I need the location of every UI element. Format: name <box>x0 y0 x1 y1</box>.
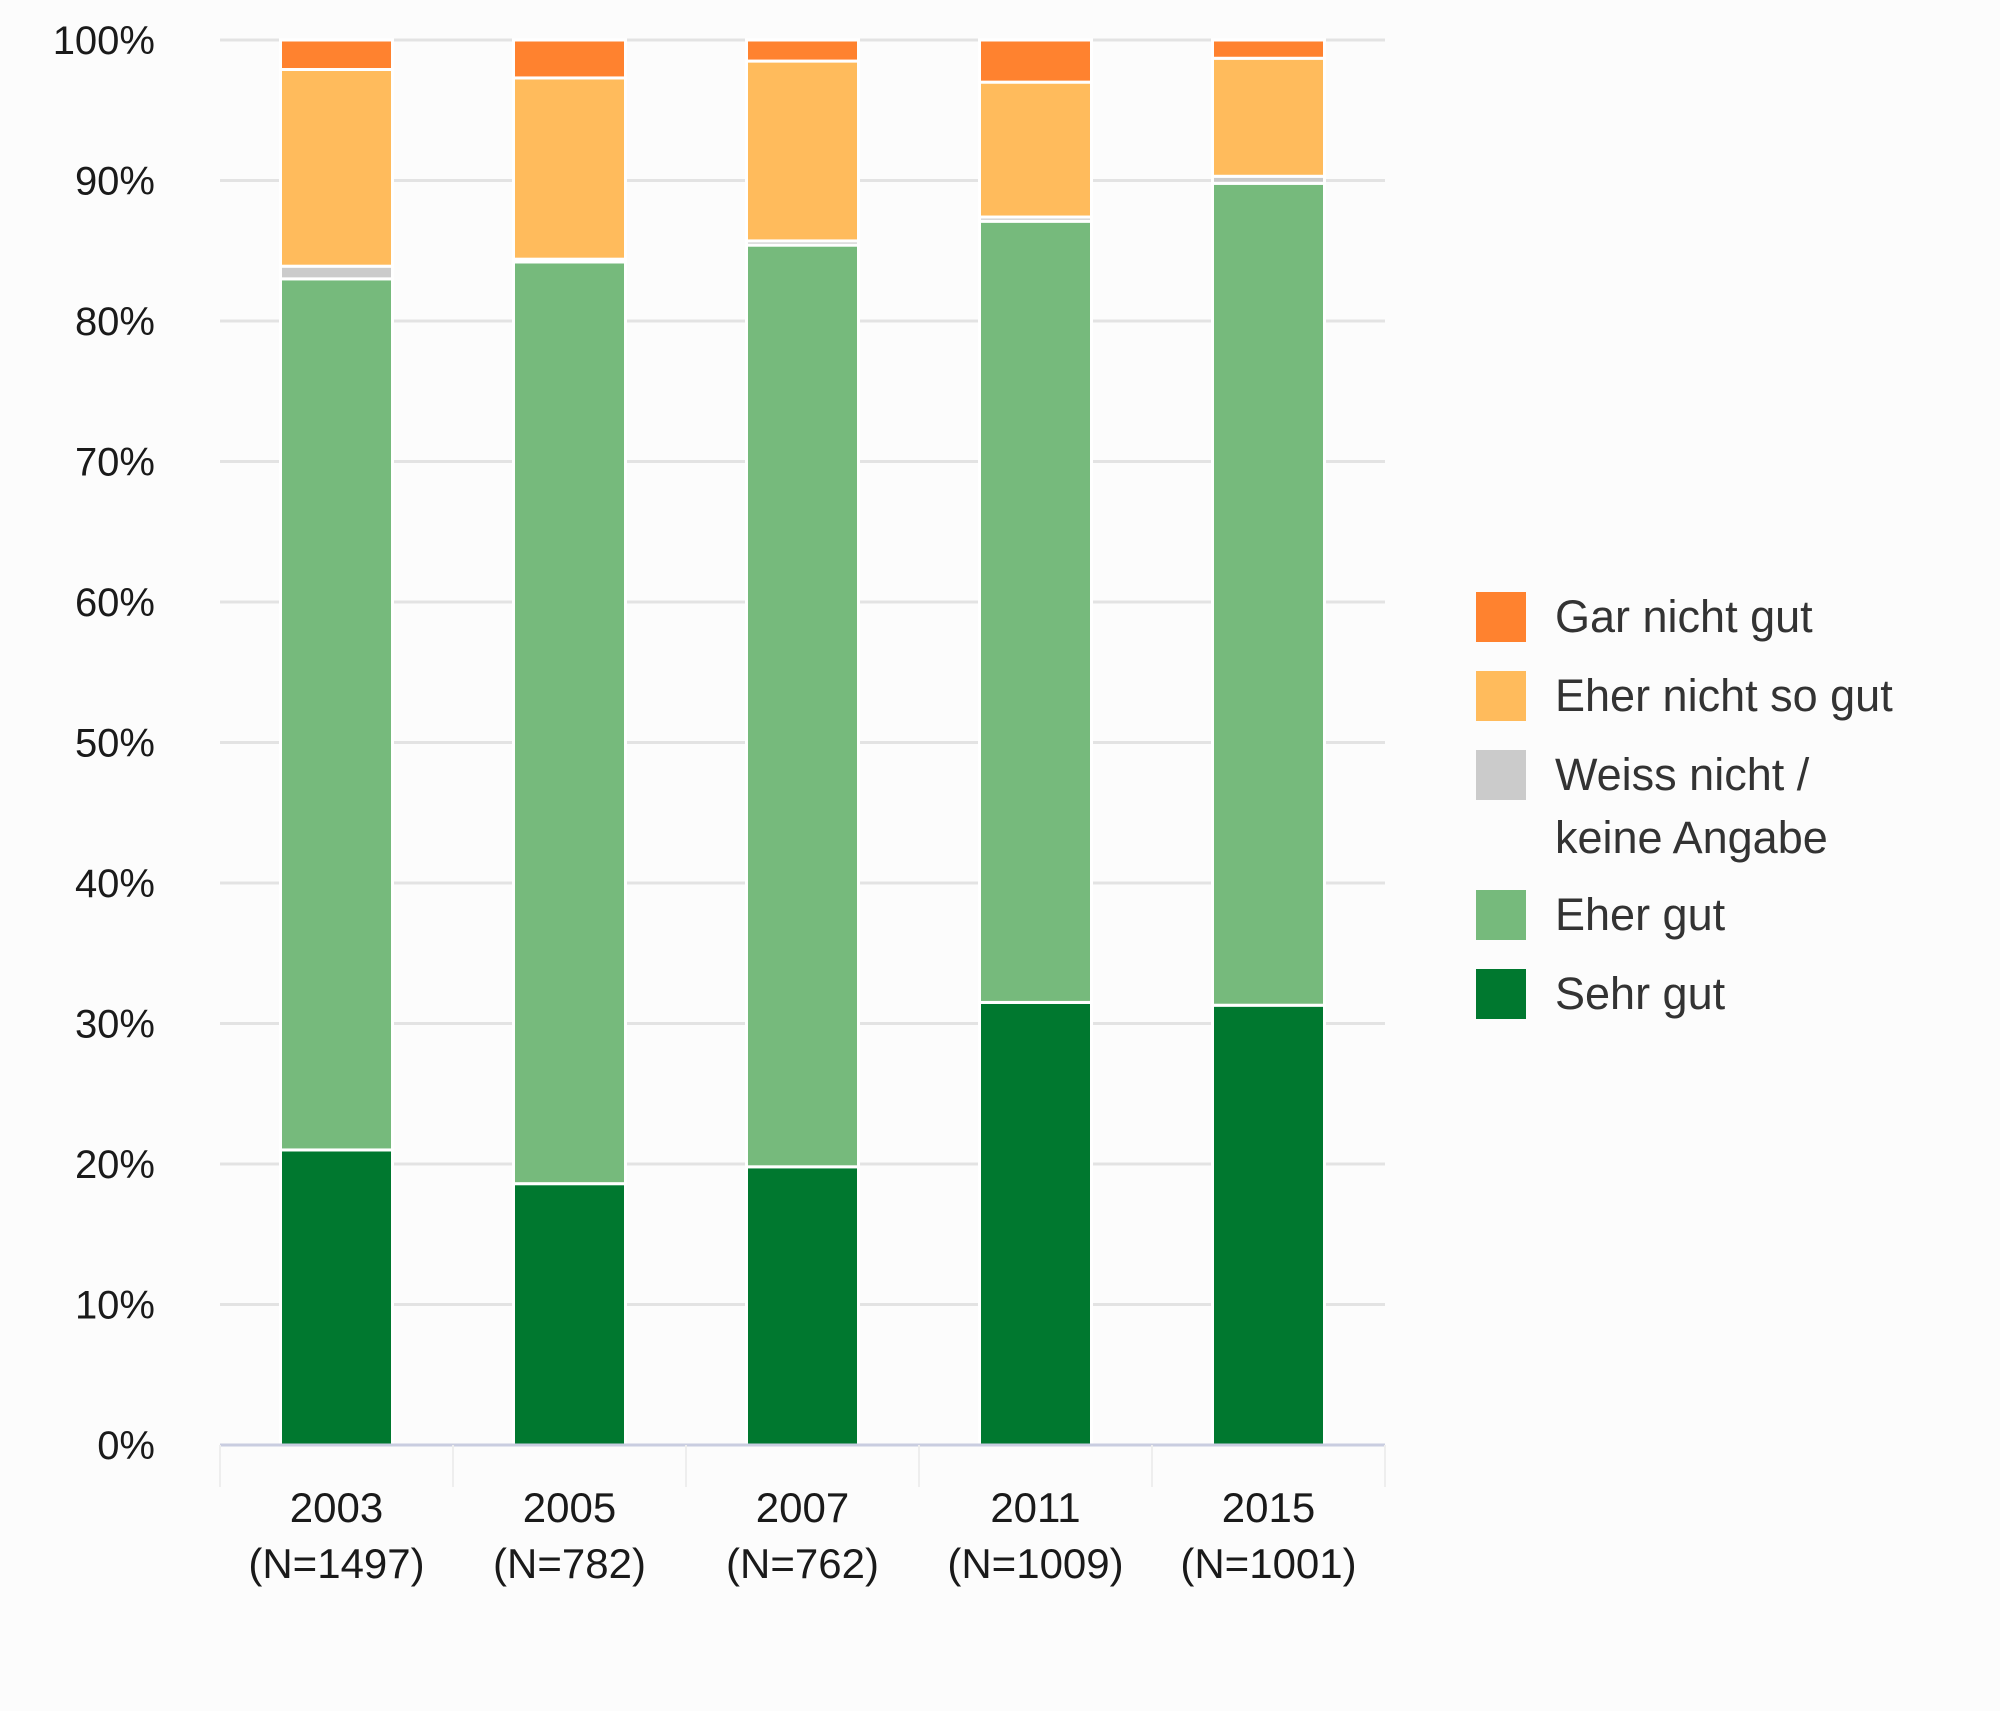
x-axis <box>219 1443 1386 1487</box>
bar-segment <box>1211 56 1326 178</box>
y-tick-label: 10% <box>75 1284 155 1328</box>
legend-label: Weiss nicht / <box>1555 749 1810 800</box>
x-tick-sublabel: (N=1001) <box>1180 1540 1356 1587</box>
x-tick-sublabel: (N=762) <box>726 1540 879 1587</box>
legend-label: Eher gut <box>1555 889 1726 940</box>
bar-segment <box>279 277 394 1152</box>
bar-segment <box>978 1000 1093 1447</box>
y-tick-label: 100% <box>53 19 155 63</box>
bar-segment <box>745 243 860 1169</box>
legend-label: Eher nicht so gut <box>1555 670 1893 721</box>
legend-label: Gar nicht gut <box>1555 591 1813 642</box>
x-tick-label: 2003 <box>290 1484 383 1531</box>
bar-segment <box>978 80 1093 219</box>
bar-segment <box>512 260 627 1186</box>
bar-segment <box>279 1148 394 1447</box>
x-tick-sublabel: (N=782) <box>493 1540 646 1587</box>
x-tick-label: 2007 <box>756 1484 849 1531</box>
legend-swatch <box>1476 969 1526 1019</box>
y-tick-label: 40% <box>75 862 155 906</box>
y-tick-label: 70% <box>75 441 155 485</box>
y-tick-label: 60% <box>75 581 155 625</box>
y-tick-label: 80% <box>75 300 155 344</box>
y-tick-label: 30% <box>75 1003 155 1047</box>
bar-segment <box>1211 1003 1326 1447</box>
y-tick-label: 20% <box>75 1143 155 1187</box>
x-axis-tick-labels: 2003 (N=1497) 2005 (N=782) 2007 (N=762) 2011 (N… <box>248 1484 1356 1587</box>
x-tick-label: 2005 <box>523 1484 616 1531</box>
legend-swatch <box>1476 890 1526 940</box>
legend-swatch <box>1476 750 1526 800</box>
legend-label: keine Angabe <box>1555 812 1828 863</box>
bar-segment <box>512 76 627 261</box>
legend: Gar nicht gut Eher nicht so gut Weiss nich… <box>1476 591 1893 1019</box>
x-tick-label: 2015 <box>1222 1484 1315 1531</box>
bar-segment <box>279 264 394 281</box>
bars <box>279 38 1326 1447</box>
bar-segment <box>279 38 394 72</box>
bar-segment <box>745 1165 860 1447</box>
bar-segment <box>512 1182 627 1447</box>
legend-swatch <box>1476 671 1526 721</box>
y-tick-label: 90% <box>75 160 155 204</box>
bar-segment <box>978 38 1093 84</box>
x-tick-sublabel: (N=1497) <box>248 1540 424 1587</box>
bar-segment <box>978 219 1093 1004</box>
legend-swatch <box>1476 592 1526 642</box>
bar-segment <box>279 68 394 268</box>
bar-segment <box>745 59 860 243</box>
y-tick-label: 0% <box>97 1424 155 1468</box>
bar-segment <box>1211 181 1326 1007</box>
bar-segment <box>512 38 627 80</box>
bar-segment <box>1211 38 1326 60</box>
x-tick-sublabel: (N=1009) <box>947 1540 1123 1587</box>
bar-segment <box>745 38 860 63</box>
legend-label: Sehr gut <box>1555 968 1726 1019</box>
x-tick-label: 2011 <box>990 1484 1080 1531</box>
y-tick-label: 50% <box>75 722 155 766</box>
y-axis-tick-labels: 0% 10% 20% 30% 40% 50% 60% 70% 80% 90% 100% <box>53 19 155 1468</box>
